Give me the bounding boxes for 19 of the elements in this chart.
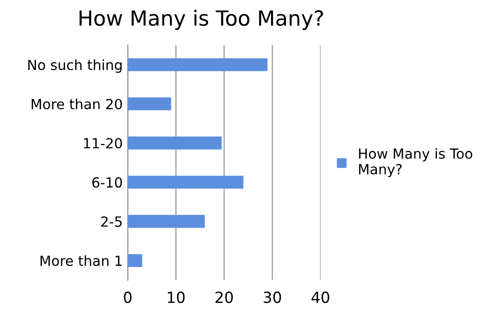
x-tick-label: 30 xyxy=(264,292,282,304)
y-tick-label: No such thing xyxy=(28,59,122,73)
bar xyxy=(128,136,222,150)
y-tick-label: More than 1 xyxy=(40,255,122,266)
legend-label: How Many is Too Many? xyxy=(359,148,472,178)
chart-title: How Many is Too Many? xyxy=(80,10,323,30)
bar xyxy=(128,214,205,228)
bar xyxy=(128,58,268,72)
bar xyxy=(128,176,244,189)
x-tick-label: 10 xyxy=(168,292,185,304)
y-tick-label: More than 20 xyxy=(32,98,122,110)
y-tick-label: 2-5 xyxy=(101,216,122,227)
x-tick-label: 20 xyxy=(216,292,233,304)
y-tick-label: 6-10 xyxy=(92,177,122,188)
bar xyxy=(128,254,142,268)
y-tick-label: 11-20 xyxy=(84,138,122,148)
x-tick-label: 0 xyxy=(124,292,132,304)
x-tick-label: 40 xyxy=(312,292,330,304)
bar xyxy=(128,97,172,110)
